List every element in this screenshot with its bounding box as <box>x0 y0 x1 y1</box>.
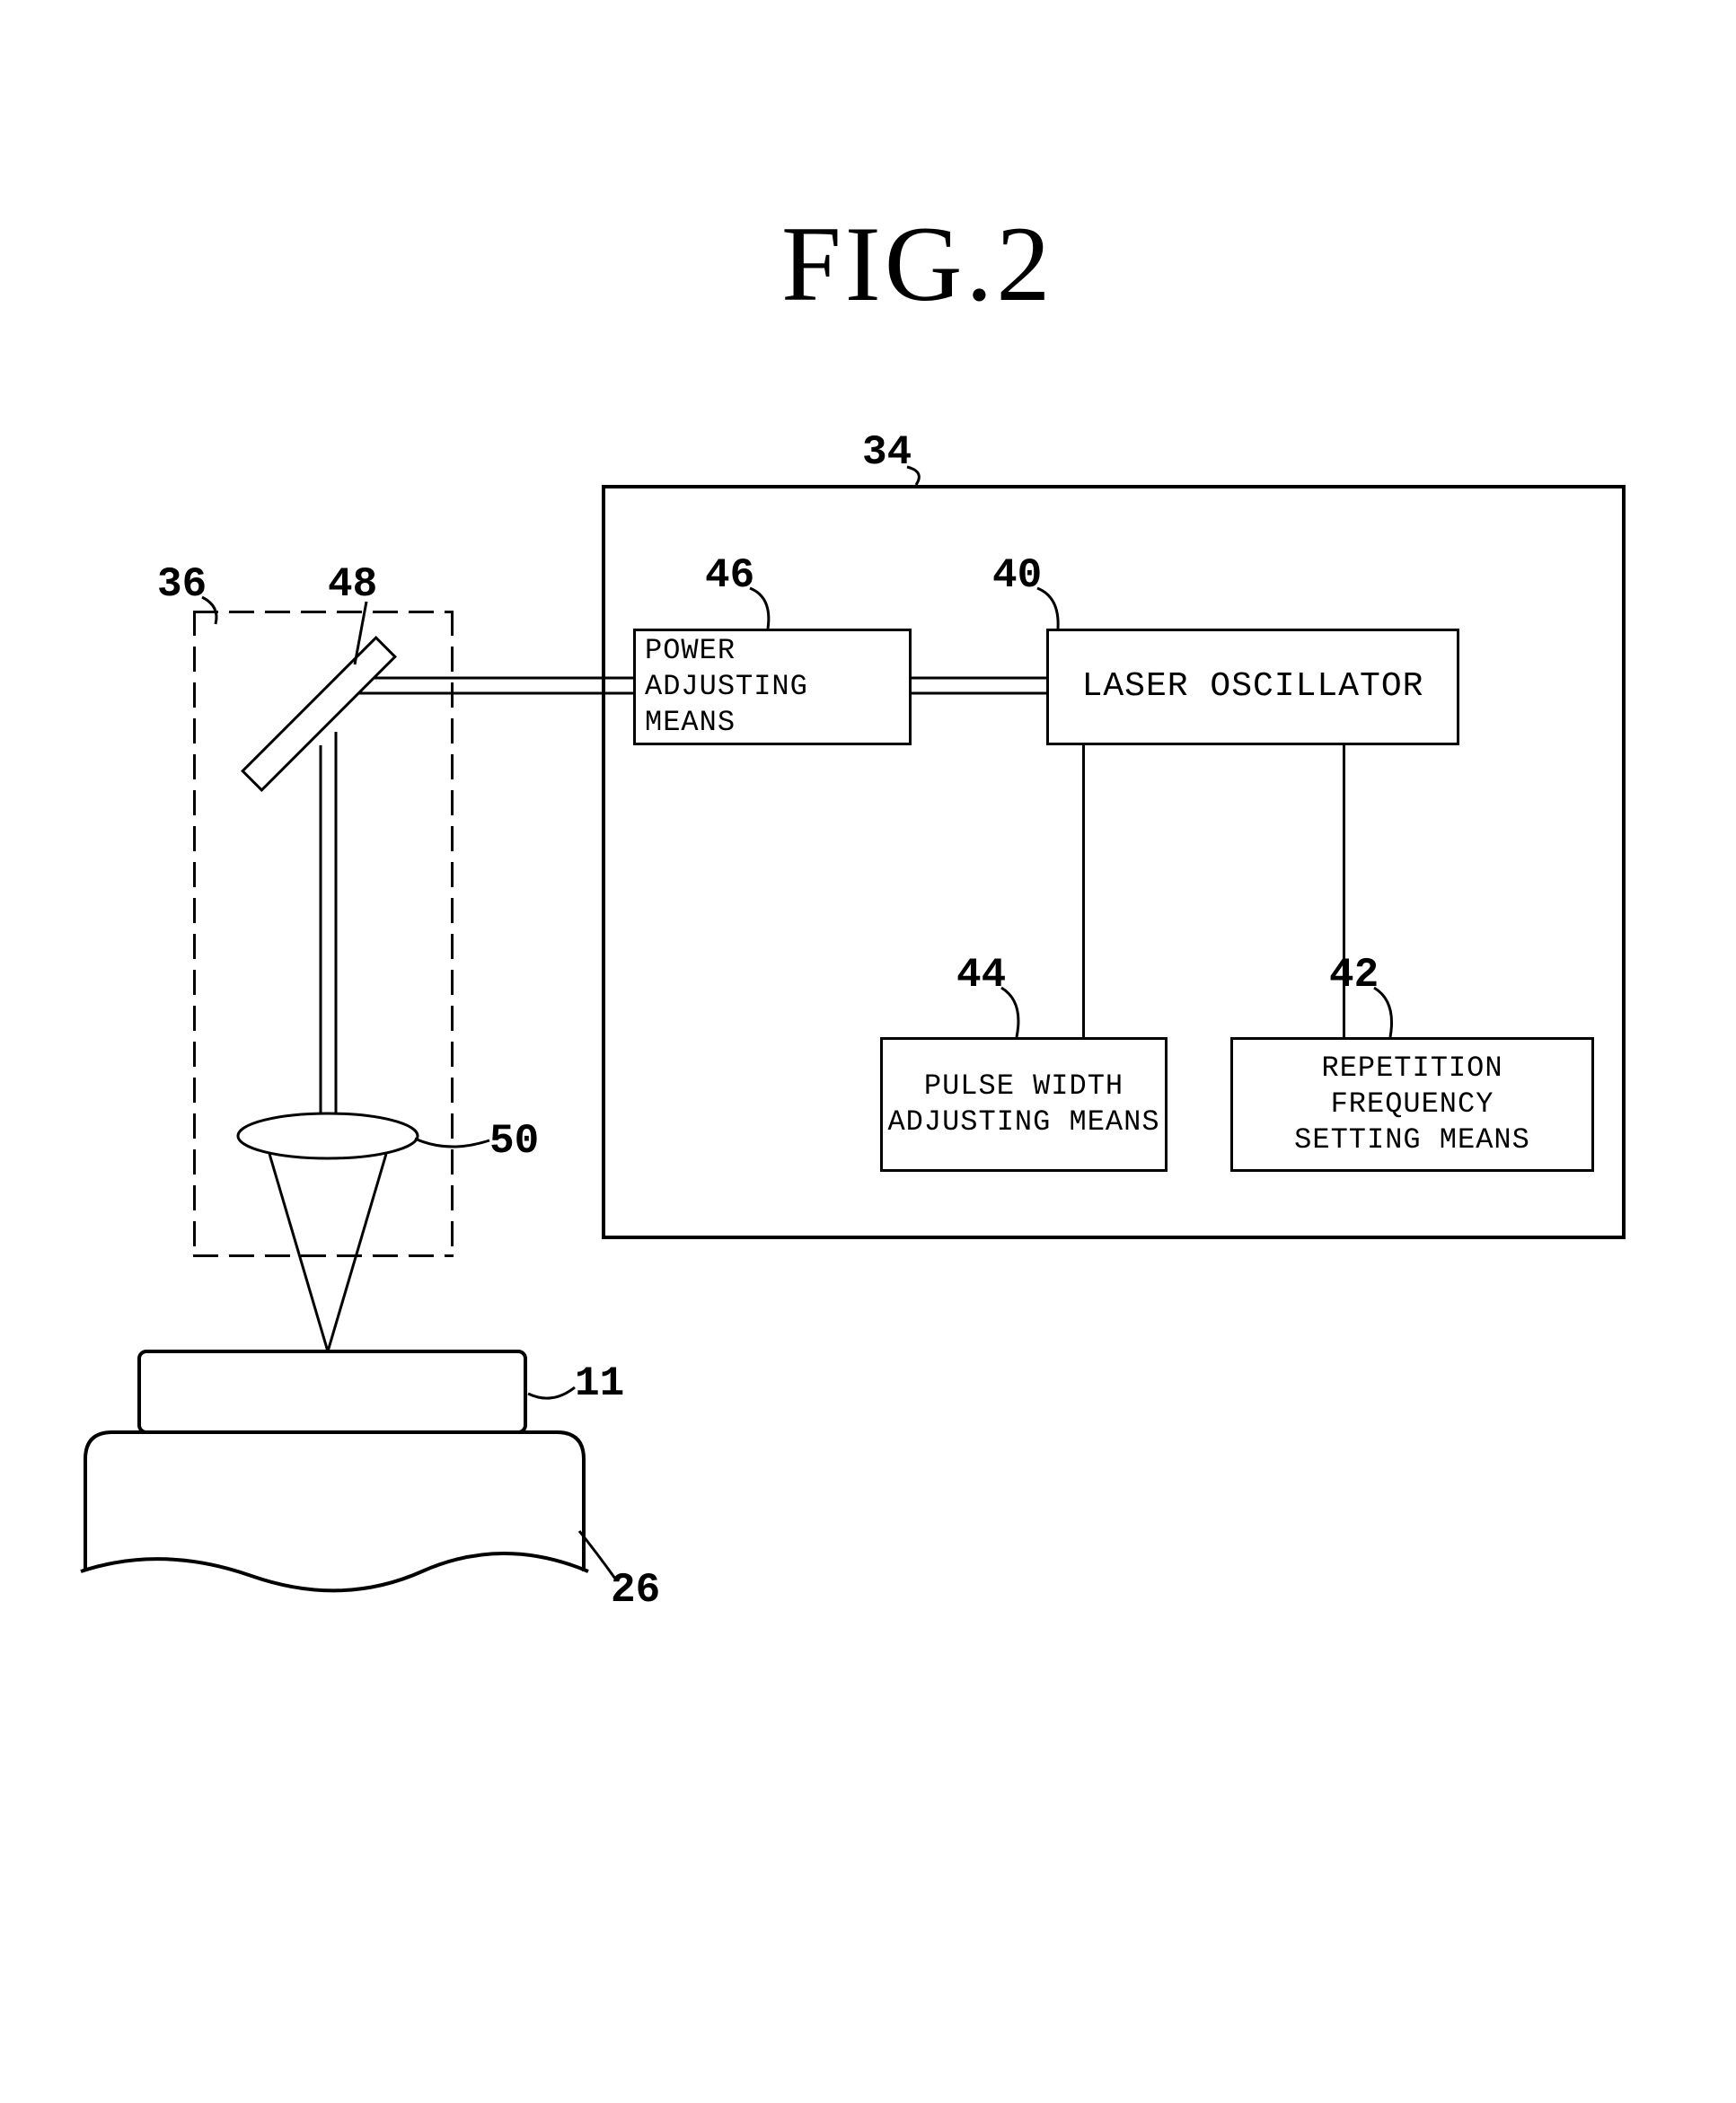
ref-42: 42 <box>1329 952 1379 999</box>
ref-46: 46 <box>705 552 754 599</box>
ref-11: 11 <box>575 1360 624 1407</box>
ref-50: 50 <box>489 1118 539 1165</box>
ref-26: 26 <box>611 1567 660 1614</box>
ref-44: 44 <box>956 952 1006 999</box>
ref-34: 34 <box>862 429 912 476</box>
ref-40: 40 <box>992 552 1042 599</box>
ref-36: 36 <box>157 561 207 608</box>
ref-48: 48 <box>328 561 377 608</box>
optical-path-svg <box>0 0 1736 2103</box>
